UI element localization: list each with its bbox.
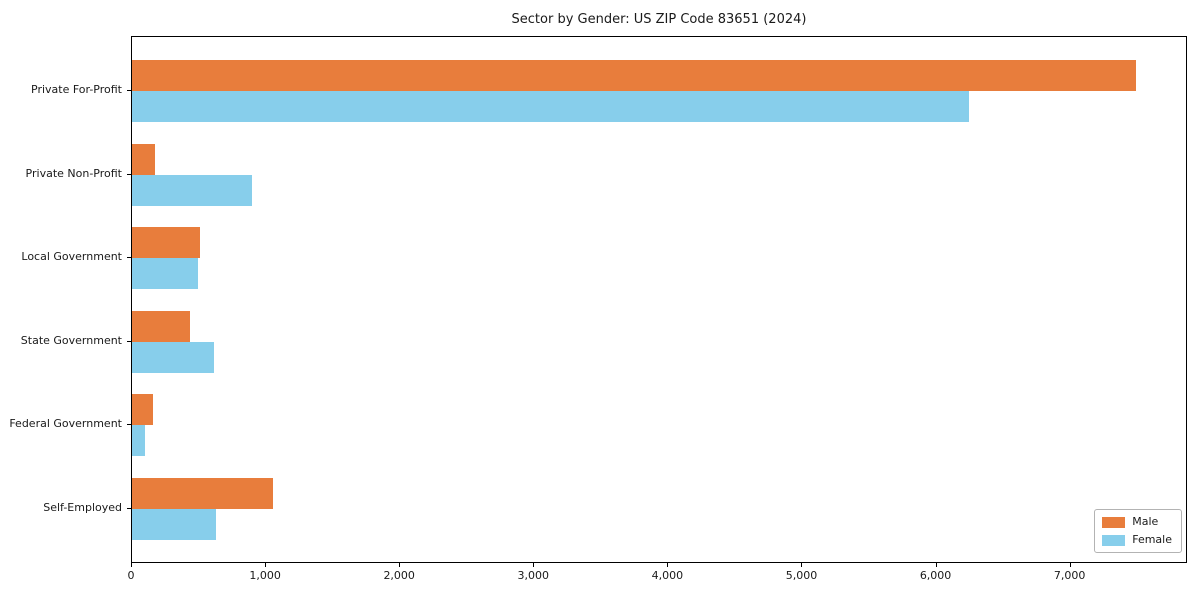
bar-female-federal-government [132, 425, 146, 457]
legend-label-male: Male [1132, 515, 1159, 528]
x-tick-label-7000: 7,000 [1053, 569, 1086, 582]
x-tick-mark [265, 563, 267, 567]
y-tick-label-self-employed: Self-Employed [43, 500, 122, 514]
x-tick-label-1000: 1,000 [249, 569, 281, 582]
y-tick-mark [127, 340, 131, 342]
y-tick-mark [127, 507, 131, 509]
plot-area: Male Female [131, 36, 1187, 563]
y-tick-mark [127, 173, 131, 175]
y-tick-mark [127, 257, 131, 259]
x-tick-label-0: 0 [127, 569, 135, 582]
bar-male-self-employed [132, 477, 273, 509]
bar-male-private-non-profit [132, 143, 155, 175]
bar-male-federal-government [132, 394, 154, 426]
bar-female-private-for-profit [132, 91, 969, 123]
y-tick-label-federal-government: Federal Government [9, 417, 122, 431]
bar-female-state-government [132, 341, 214, 373]
chart-title: Sector by Gender: US ZIP Code 83651 (202… [511, 12, 807, 27]
legend-swatch-female [1102, 534, 1126, 546]
y-tick-mark [127, 424, 131, 426]
bar-male-private-for-profit [132, 60, 1136, 92]
bar-female-self-employed [132, 508, 217, 540]
legend: Male Female [1094, 509, 1182, 553]
bar-male-state-government [132, 310, 190, 342]
x-tick-mark [533, 563, 535, 567]
x-tick-label-6000: 6,000 [919, 569, 952, 582]
y-tick-label-state-government: State Government [20, 333, 122, 347]
legend-row-male: Male [1102, 516, 1172, 528]
y-tick-mark [127, 90, 131, 92]
legend-label-female: Female [1132, 533, 1172, 546]
x-tick-mark [801, 563, 803, 567]
x-tick-label-2000: 2,000 [383, 569, 415, 582]
x-tick-mark [131, 563, 132, 567]
y-tick-label-private-for-profit: Private For-Profit [31, 83, 122, 97]
x-tick-label-4000: 4,000 [651, 569, 684, 582]
x-tick-label-3000: 3,000 [517, 569, 550, 582]
x-tick-mark [667, 563, 669, 567]
legend-swatch-male [1102, 516, 1126, 528]
x-tick-mark [1069, 563, 1071, 567]
bar-male-local-government [132, 227, 201, 259]
bar-female-private-non-profit [132, 174, 253, 206]
x-tick-label-5000: 5,000 [785, 569, 818, 582]
x-tick-mark [935, 563, 937, 567]
x-tick-mark [399, 563, 401, 567]
legend-row-female: Female [1102, 534, 1172, 546]
y-tick-label-private-non-profit: Private Non-Profit [25, 166, 122, 180]
y-tick-label-local-government: Local Government [21, 250, 122, 264]
bar-female-local-government [132, 258, 198, 290]
